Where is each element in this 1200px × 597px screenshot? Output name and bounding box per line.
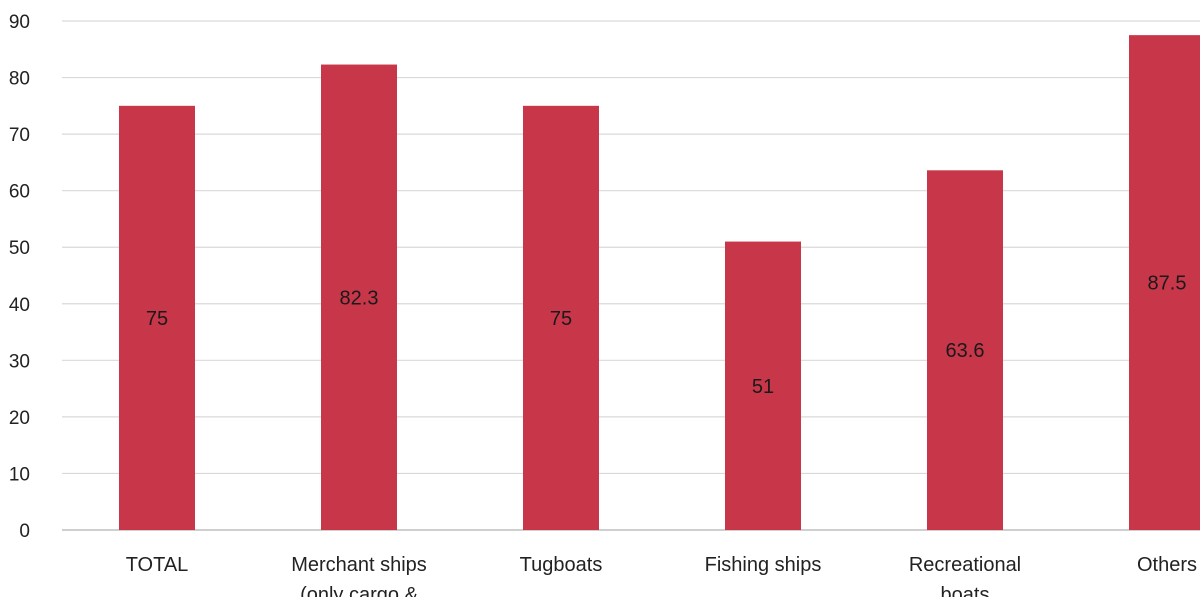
gridlines xyxy=(62,20,1200,531)
data-label: 75 xyxy=(550,308,572,330)
x-category-label: Merchant ships (only cargo & xyxy=(291,554,427,597)
y-tick-label: 60 xyxy=(9,182,30,203)
y-tick-label: 70 xyxy=(9,125,30,146)
data-label: 87.5 xyxy=(1148,273,1187,295)
bar xyxy=(523,105,599,530)
x-category-label: Tugboats xyxy=(520,554,603,576)
data-label: 51 xyxy=(752,376,774,398)
y-tick-label: 0 xyxy=(19,521,30,542)
x-category-label: TOTAL xyxy=(126,554,189,576)
bar xyxy=(927,170,1003,530)
bar xyxy=(119,105,195,530)
data-label: 82.3 xyxy=(340,287,379,309)
y-tick-label: 10 xyxy=(9,464,30,485)
x-axis-categories: TOTAL Merchant ships (only cargo & Tugboats… xyxy=(126,554,1197,597)
x-category-label: Recreational boats xyxy=(909,554,1021,597)
bar xyxy=(321,64,397,530)
bar xyxy=(725,241,801,531)
x-category-label: Others xyxy=(1137,554,1197,576)
bars xyxy=(119,35,1200,531)
data-label: 75 xyxy=(146,308,168,330)
y-tick-label: 50 xyxy=(9,238,30,259)
data-label: 63.6 xyxy=(946,340,985,362)
y-tick-label: 90 xyxy=(9,12,30,33)
x-category-label: Fishing ships xyxy=(705,554,822,576)
data-labels: 75 82.3 75 51 63.6 87.5 xyxy=(146,273,1187,398)
y-tick-label: 80 xyxy=(9,69,30,90)
y-tick-label: 40 xyxy=(9,295,30,316)
y-tick-label: 20 xyxy=(9,408,30,429)
y-tick-label: 30 xyxy=(9,351,30,372)
y-axis-ticks: 0 10 20 30 40 50 60 70 80 90 xyxy=(9,12,30,542)
bar xyxy=(1129,35,1200,531)
